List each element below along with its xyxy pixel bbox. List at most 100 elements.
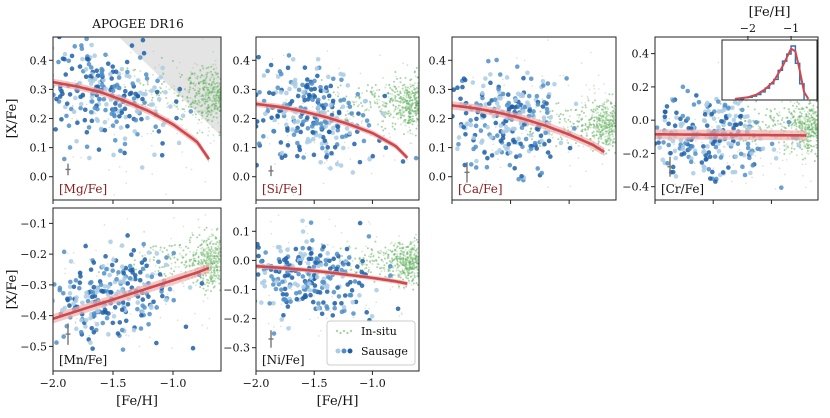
- background-point: [551, 133, 554, 135]
- sausage-point: [275, 74, 281, 79]
- sausage-point: [526, 102, 531, 108]
- insitu-point: [600, 125, 603, 128]
- sausage-point: [150, 102, 156, 107]
- background-point: [95, 249, 97, 252]
- insitu-point: [376, 102, 379, 105]
- insitu-point: [788, 111, 791, 114]
- insitu-point: [401, 247, 404, 250]
- insitu-point: [378, 105, 381, 108]
- sausage-point: [324, 289, 330, 294]
- y-tick-label: −0.2: [622, 147, 649, 160]
- insitu-point: [192, 251, 195, 254]
- background-point: [786, 145, 789, 147]
- background-point: [209, 113, 212, 115]
- background-point: [603, 83, 605, 85]
- insitu-point: [798, 141, 801, 144]
- insitu-point: [210, 271, 213, 274]
- background-point: [601, 163, 604, 165]
- background-point: [208, 317, 211, 320]
- sausage-point: [67, 92, 73, 97]
- insitu-point: [355, 100, 358, 103]
- insitu-point: [399, 77, 402, 80]
- insitu-point: [211, 249, 214, 252]
- insitu-point: [373, 100, 376, 103]
- sausage-point: [359, 283, 365, 288]
- insitu-point: [344, 114, 347, 117]
- background-point: [153, 244, 156, 247]
- background-point: [202, 38, 204, 40]
- sausage-point: [90, 346, 95, 351]
- insitu-point: [205, 84, 208, 87]
- insitu-point: [397, 275, 400, 278]
- insitu-point: [213, 242, 216, 245]
- sausage-point: [718, 155, 724, 160]
- background-point: [122, 72, 124, 75]
- sausage-point: [704, 123, 710, 128]
- insitu-point: [784, 116, 787, 119]
- sausage-point: [735, 141, 741, 147]
- background-point: [584, 101, 586, 104]
- background-point: [273, 326, 275, 328]
- insitu-point: [783, 107, 786, 110]
- background-point: [313, 141, 316, 144]
- sausage-point: [73, 278, 79, 283]
- sausage-point: [328, 103, 333, 108]
- sausage-point: [366, 123, 372, 128]
- insitu-point: [217, 96, 220, 99]
- insitu-point: [808, 126, 811, 129]
- sausage-point: [452, 114, 455, 119]
- sausage-point: [89, 99, 95, 104]
- sausage-point: [359, 269, 365, 275]
- insitu-point: [530, 138, 533, 141]
- background-point: [784, 173, 786, 176]
- sausage-point: [256, 124, 259, 129]
- insitu-point: [116, 274, 119, 277]
- insitu-point: [184, 266, 187, 269]
- insitu-point: [181, 95, 184, 98]
- insitu-point: [208, 235, 211, 238]
- insitu-point: [606, 117, 609, 120]
- insitu-point: [384, 116, 387, 119]
- background-point: [389, 136, 391, 139]
- sausage-point: [548, 115, 553, 120]
- sausage-point: [727, 121, 732, 127]
- sausage-point: [320, 145, 325, 151]
- y-tick-label: −0.4: [622, 181, 649, 194]
- legend-marker-insitu: [346, 331, 349, 335]
- sausage-point: [251, 313, 256, 318]
- y-tick-label: 0.4: [233, 54, 251, 67]
- insitu-point: [408, 267, 411, 270]
- insitu-point: [391, 125, 394, 128]
- y-tick-label: 0.2: [429, 113, 447, 126]
- inset-title: [Fe/H]: [749, 5, 791, 20]
- sausage-point: [650, 136, 655, 141]
- insitu-point: [604, 135, 607, 138]
- insitu-point: [215, 77, 218, 80]
- sausage-point: [257, 90, 262, 95]
- insitu-point: [374, 92, 377, 95]
- insitu-point: [609, 115, 612, 118]
- insitu-point: [204, 77, 207, 80]
- insitu-point: [399, 271, 402, 274]
- sausage-point: [473, 165, 479, 170]
- insitu-point: [584, 128, 587, 131]
- background-point: [365, 245, 367, 248]
- insitu-point: [199, 244, 202, 247]
- sausage-point: [54, 96, 59, 102]
- insitu-point: [364, 263, 367, 266]
- insitu-point: [211, 243, 214, 246]
- sausage-point: [123, 318, 129, 324]
- sausage-point: [305, 115, 310, 120]
- insitu-point: [574, 142, 577, 145]
- sausage-point: [334, 135, 339, 141]
- insitu-point: [205, 241, 208, 244]
- background-point: [806, 152, 808, 154]
- background-point: [751, 176, 753, 179]
- insitu-point: [208, 91, 211, 94]
- background-point: [712, 167, 715, 170]
- insitu-point: [593, 92, 596, 95]
- insitu-point: [202, 67, 205, 70]
- sausage-point: [92, 53, 97, 59]
- insitu-point: [139, 70, 142, 73]
- background-point: [383, 270, 386, 272]
